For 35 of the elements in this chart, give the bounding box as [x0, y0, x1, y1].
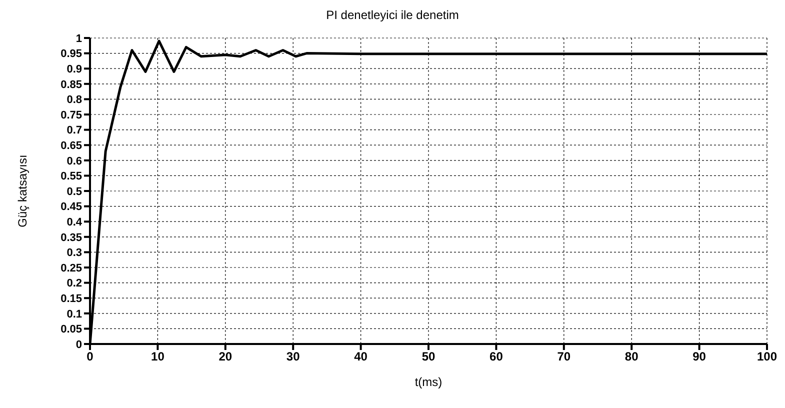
y-tick-label: 0.05	[60, 324, 82, 336]
y-tick-label: 0.5	[66, 186, 82, 198]
x-tick-label: 30	[286, 350, 300, 364]
y-tick-label: 0.25	[60, 262, 82, 274]
y-tick-label: 0.65	[60, 140, 82, 152]
y-tick-label: 0.6	[66, 155, 82, 168]
x-tick-label: 90	[692, 350, 706, 364]
x-tick-label: 70	[557, 350, 571, 364]
x-tick-label: 20	[218, 350, 232, 364]
y-tick-label: 0.75	[60, 109, 82, 122]
x-tick-label: 0	[86, 350, 94, 364]
y-tick-label: 0.9	[66, 64, 82, 76]
x-tick-label: 40	[354, 350, 368, 364]
y-tick-label: 0.3	[66, 247, 82, 260]
y-tick-label: 0	[76, 338, 82, 351]
x-tick-label: 100	[756, 350, 778, 364]
y-tick-label: 1	[76, 32, 82, 45]
x-tick-label: 10	[151, 350, 165, 364]
chart-title: PI denetleyici ile denetim	[325, 8, 460, 24]
y-tick-label: 0.2	[66, 278, 82, 290]
y-tick-label: 0.7	[66, 124, 82, 137]
y-tick-label: 0.45	[60, 201, 82, 214]
y-tick-label: 0.4	[66, 216, 83, 229]
y-tick-label: 0.8	[66, 94, 82, 106]
y-tick-label: 0.55	[60, 170, 82, 183]
y-tick-label: 0.85	[60, 78, 82, 91]
x-tick-label: 80	[624, 350, 639, 364]
y-tick-label: 0.95	[60, 48, 82, 60]
y-tick-label: 0.35	[60, 232, 82, 244]
x-tick-label: 60	[490, 350, 504, 364]
y-tick-label: 0.15	[60, 293, 82, 306]
y-axis-title: Güç katsayısı	[15, 154, 30, 228]
x-axis-title: t(ms)	[414, 375, 442, 389]
x-tick-label: 50	[422, 350, 436, 364]
y-tick-label: 0.1	[66, 308, 82, 320]
